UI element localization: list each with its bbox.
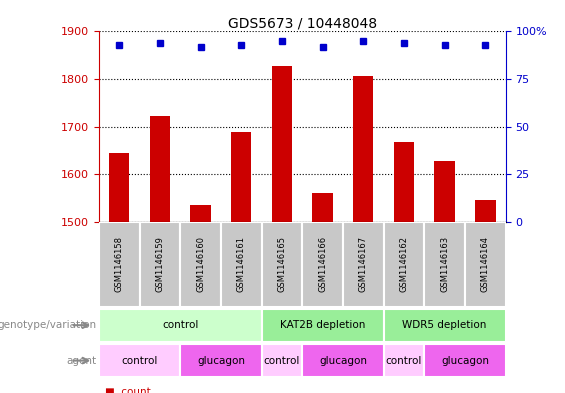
Text: control: control [162,320,198,330]
Bar [353,76,373,222]
Text: GSM1146159: GSM1146159 [155,236,164,292]
Text: KAT2B depletion: KAT2B depletion [280,320,366,330]
Text: GSM1146166: GSM1146166 [318,236,327,292]
Bar [272,66,292,222]
Bar [231,132,251,222]
Bar [109,153,129,222]
Text: control: control [386,356,422,365]
Text: control: control [264,356,300,365]
Bar [180,222,221,307]
Bar [302,222,343,307]
Bar [465,222,506,307]
Text: glucagon: glucagon [441,356,489,365]
Bar [302,344,384,377]
Bar [221,222,262,307]
Text: genotype/variation: genotype/variation [0,320,96,330]
Text: glucagon: glucagon [197,356,245,365]
Bar [424,344,506,377]
Bar [150,116,170,222]
Bar [99,309,262,342]
Text: GSM1146160: GSM1146160 [196,236,205,292]
Title: GDS5673 / 10448048: GDS5673 / 10448048 [228,16,377,30]
Text: glucagon: glucagon [319,356,367,365]
Bar [99,222,140,307]
Bar [384,309,506,342]
Bar [384,222,424,307]
Bar [262,344,302,377]
Bar [262,222,302,307]
Text: GSM1146161: GSM1146161 [237,236,246,292]
Bar [262,309,384,342]
Text: GSM1146162: GSM1146162 [399,236,408,292]
Text: control: control [121,356,158,365]
Bar [180,344,262,377]
Text: WDR5 depletion: WDR5 depletion [402,320,487,330]
Text: GSM1146164: GSM1146164 [481,236,490,292]
Bar [384,344,424,377]
Text: GSM1146163: GSM1146163 [440,236,449,292]
Bar [190,206,211,222]
Bar [343,222,384,307]
Text: GSM1146167: GSM1146167 [359,236,368,292]
Bar [312,193,333,222]
Bar [394,142,414,222]
Text: GSM1146158: GSM1146158 [115,236,124,292]
Text: agent: agent [66,356,96,365]
Bar [424,222,465,307]
Bar [140,222,180,307]
Bar [434,161,455,222]
Bar [99,344,180,377]
Bar [475,200,496,222]
Text: ■  count: ■ count [105,387,150,393]
Text: GSM1146165: GSM1146165 [277,236,286,292]
